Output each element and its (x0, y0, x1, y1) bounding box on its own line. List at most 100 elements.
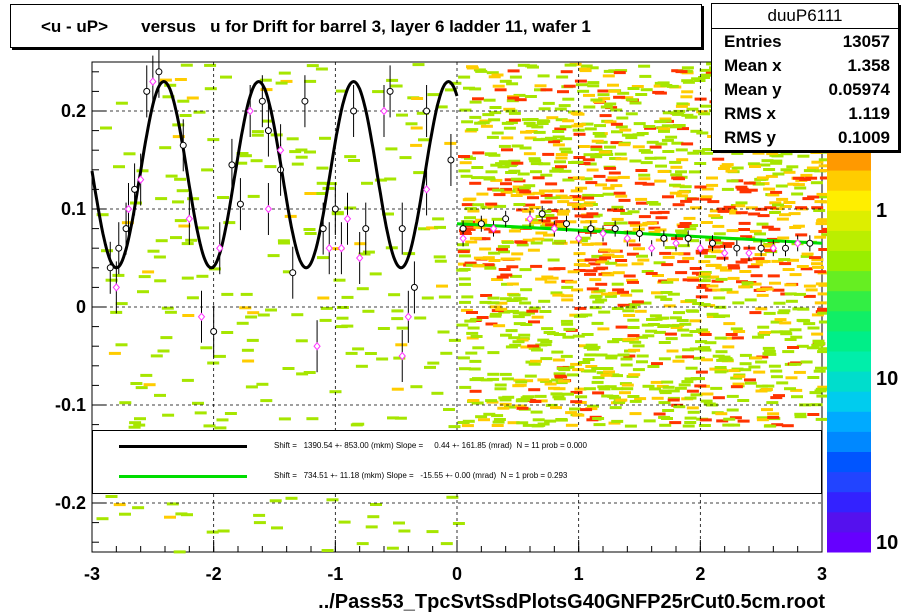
density-cell (608, 69, 621, 73)
density-cell (573, 156, 586, 159)
density-cell (377, 327, 390, 330)
density-cell (504, 405, 516, 409)
density-cell (621, 383, 634, 387)
density-cell (738, 228, 750, 231)
density-cell (571, 160, 584, 164)
density-cell (532, 418, 545, 422)
density-cell (620, 363, 633, 367)
density-cell (595, 298, 608, 302)
stats-value: 0.1009 (838, 128, 890, 147)
density-cell (713, 232, 726, 236)
density-cell (329, 390, 342, 394)
density-cell (464, 319, 477, 323)
density-cell (644, 126, 657, 130)
density-cell (544, 382, 557, 386)
density-cell (586, 168, 599, 172)
density-cell (528, 206, 541, 209)
density-cell (670, 173, 683, 177)
density-cell (416, 111, 429, 115)
density-cell (534, 84, 547, 88)
density-cell (424, 365, 436, 369)
density-cell (699, 271, 712, 274)
title-box: <u - uP> versus u for Drift for barrel 3… (10, 4, 702, 48)
density-cell (296, 372, 309, 376)
density-cell (203, 424, 216, 428)
density-cell (470, 317, 483, 321)
density-cell (483, 177, 496, 181)
density-cell (701, 392, 714, 396)
density-cell (128, 425, 141, 429)
density-cell (803, 322, 816, 326)
x-tick-label: 1 (574, 564, 584, 584)
density-cell (588, 214, 601, 218)
data-point (264, 204, 273, 214)
density-cell (285, 496, 298, 500)
density-cell (576, 314, 588, 318)
density-cell (819, 169, 832, 172)
density-cell (800, 267, 813, 271)
density-cell (529, 221, 542, 225)
density-cell (562, 97, 575, 101)
density-cell (555, 118, 568, 122)
data-point (106, 264, 114, 272)
density-cell (817, 385, 830, 389)
density-cell (684, 299, 697, 303)
density-cell (535, 231, 548, 235)
density-cell (516, 338, 529, 342)
density-cell (817, 350, 830, 354)
density-cell (500, 273, 513, 277)
density-cell (524, 95, 537, 98)
density-cell (581, 122, 594, 126)
density-cell (147, 249, 160, 253)
density-cell (591, 254, 604, 258)
density-cell (768, 364, 781, 368)
density-cell (720, 357, 733, 361)
density-cell (436, 284, 448, 288)
data-point (122, 225, 130, 233)
density-cell (675, 229, 688, 233)
footer-filename: ../Pass53_TpcSvtSsdPlotsG40GNFP25rCut0.5… (318, 591, 825, 613)
density-cell (683, 216, 696, 220)
density-cell (628, 348, 641, 352)
density-cell (674, 386, 687, 390)
density-cell (671, 252, 684, 256)
data-point (356, 253, 364, 263)
density-cell (625, 98, 638, 102)
density-cell (581, 333, 594, 336)
density-cell (605, 261, 618, 265)
density-cell (527, 344, 540, 348)
density-cell (780, 168, 793, 172)
data-point (228, 161, 236, 169)
density-cell (624, 424, 637, 428)
density-cell (621, 133, 634, 137)
density-cell (179, 114, 192, 117)
density-cell (818, 158, 831, 162)
density-cell (528, 362, 541, 366)
density-cell (689, 319, 702, 323)
density-cell (487, 351, 500, 355)
density-cell (449, 81, 462, 85)
density-cell (776, 381, 789, 385)
density-cell (589, 278, 602, 282)
density-cell (750, 274, 763, 278)
density-cell (669, 183, 681, 187)
density-cell (789, 362, 802, 366)
density-cell (677, 225, 690, 228)
density-cell (561, 322, 574, 326)
density-cell (511, 252, 524, 256)
density-cell (529, 400, 542, 403)
density-cell (304, 232, 317, 235)
density-cell (361, 181, 373, 185)
density-cell (757, 214, 770, 218)
density-cell (136, 169, 149, 173)
density-cell (615, 157, 628, 161)
density-cell (597, 385, 610, 389)
data-point (258, 97, 266, 105)
stats-row-meany: Mean y 0.05974 (712, 77, 898, 101)
density-cell (221, 292, 234, 296)
density-cell (164, 515, 176, 519)
density-cell (662, 150, 675, 153)
stats-row-rmsx: RMS x 1.119 (712, 101, 898, 125)
density-cell (666, 84, 679, 88)
density-cell (632, 344, 645, 348)
